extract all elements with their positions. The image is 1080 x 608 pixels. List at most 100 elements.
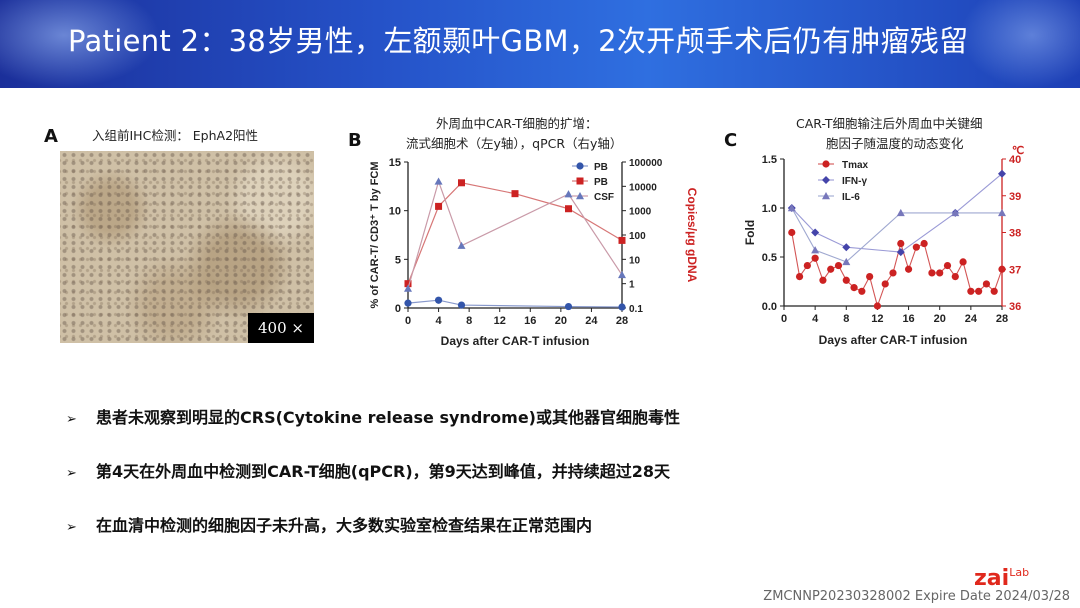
ihc-image: 400 × bbox=[60, 151, 314, 343]
y2-tick-label: 1000 bbox=[629, 207, 652, 218]
y2-axis-label: Copies/μg gDNA bbox=[685, 188, 699, 283]
series-line bbox=[791, 207, 1002, 263]
data-point bbox=[897, 239, 905, 248]
series-line bbox=[791, 173, 1003, 253]
data-point bbox=[618, 236, 626, 244]
data-point bbox=[920, 239, 928, 248]
legend-label: PB bbox=[594, 177, 608, 188]
x-tick-label: 12 bbox=[871, 313, 883, 325]
data-point bbox=[881, 280, 889, 288]
data-point bbox=[951, 208, 960, 217]
data-point bbox=[896, 248, 905, 257]
y2-tick-label: 37 bbox=[1009, 264, 1021, 276]
data-point bbox=[564, 190, 573, 198]
data-point bbox=[811, 228, 820, 237]
panel-a-letter: A bbox=[44, 126, 58, 147]
panel-b-caption-1: 外周血中CAR-T细胞的扩增： bbox=[436, 116, 598, 131]
data-point bbox=[858, 287, 866, 295]
panel-a-label: 入组前IHC检测： EphA2阳性 bbox=[92, 128, 259, 143]
x-tick-label: 8 bbox=[466, 315, 472, 327]
legend-marker bbox=[576, 162, 584, 170]
data-point bbox=[998, 265, 1006, 273]
bullet-item: ➢ 患者未观察到明显的CRS(Cytokine release syndrome)… bbox=[66, 404, 680, 428]
x-tick-label: 4 bbox=[812, 313, 819, 325]
panel-b-caption-2: 流式细胞术（左y轴），qPCR（右y轴） bbox=[406, 136, 623, 151]
series-line bbox=[407, 179, 623, 289]
legend-marker bbox=[822, 160, 830, 168]
data-point bbox=[975, 287, 983, 295]
data-point bbox=[943, 261, 952, 270]
x-tick-label: 0 bbox=[781, 313, 787, 325]
y2-tick-label: 10 bbox=[629, 255, 641, 266]
data-point bbox=[618, 303, 626, 311]
y2-tick-label: 100 bbox=[629, 231, 646, 242]
series-line bbox=[407, 182, 623, 284]
x-tick-label: 0 bbox=[405, 315, 411, 327]
legend-marker bbox=[576, 192, 584, 200]
y2-axis-label: ℃ bbox=[1012, 145, 1024, 157]
y-tick-label: 10 bbox=[389, 206, 401, 218]
x-axis-label: Days after CAR-T infusion bbox=[441, 334, 590, 348]
data-point bbox=[458, 179, 465, 187]
y2-tick-label: 100000 bbox=[629, 158, 663, 169]
panel-b-letter: B bbox=[348, 130, 362, 151]
footer-code: ZMCNNP20230328002 Expire Date 2024/03/28 bbox=[763, 589, 1070, 604]
data-point bbox=[803, 261, 811, 270]
y2-tick-label: 39 bbox=[1009, 191, 1021, 203]
bullet-text: 第4天在外周血中检测到CAR-T细胞(qPCR)，第9天达到峰值，并持续超过28… bbox=[96, 462, 671, 481]
data-point bbox=[889, 269, 897, 277]
panel-c-caption-2: 胞因子随温度的动态变化 bbox=[826, 136, 964, 151]
y-tick-label: 1.5 bbox=[762, 154, 777, 166]
x-tick-label: 12 bbox=[494, 315, 506, 327]
y-tick-label: 5 bbox=[395, 254, 401, 266]
data-point bbox=[842, 257, 851, 266]
y-tick-label: 0.0 bbox=[762, 301, 777, 313]
data-point bbox=[795, 273, 804, 281]
chart-c: 0 4 8 12 16 20 24 28 0.0 0.5 1.0 1.5 36 37 38 39 40℃ Days… bbox=[743, 145, 1024, 347]
data-point bbox=[457, 301, 466, 309]
arrow-icon: ➢ bbox=[66, 466, 77, 481]
y2-tick-label: 38 bbox=[1009, 228, 1021, 240]
data-point bbox=[434, 177, 443, 185]
y-tick-label: 15 bbox=[389, 157, 401, 169]
data-point bbox=[834, 261, 843, 270]
y2-tick-label: 10000 bbox=[629, 182, 657, 193]
x-tick-label: 8 bbox=[843, 313, 849, 325]
bullet-text: 患者未观察到明显的CRS(Cytokine release syndrome)或… bbox=[96, 408, 680, 427]
data-point bbox=[904, 265, 913, 273]
zai-lab-logo: zaiLab bbox=[974, 566, 1030, 591]
legend-marker bbox=[822, 176, 830, 184]
magnification-label: 400 × bbox=[248, 313, 314, 343]
data-point bbox=[404, 284, 412, 292]
data-point bbox=[982, 280, 991, 288]
data-point bbox=[404, 280, 412, 288]
data-point bbox=[842, 276, 850, 284]
x-tick-label: 24 bbox=[585, 315, 598, 327]
arrow-icon: ➢ bbox=[66, 412, 77, 427]
series-line bbox=[791, 232, 1003, 308]
data-point bbox=[998, 208, 1006, 217]
face-graphic bbox=[960, 0, 1080, 88]
y-tick-label: 0 bbox=[395, 303, 401, 315]
legend-label: Tmax bbox=[842, 160, 869, 171]
data-point bbox=[998, 169, 1006, 178]
bullet-item: ➢ 第4天在外周血中检测到CAR-T细胞(qPCR)，第9天达到峰值，并持续超过2… bbox=[66, 458, 670, 482]
y-axis-label: Fold bbox=[743, 220, 757, 245]
arrow-icon: ➢ bbox=[66, 520, 77, 535]
data-point bbox=[896, 208, 905, 217]
y-axis-label: % of CAR-T/ CD3⁺ T by FCM bbox=[369, 162, 381, 309]
bullet-item: ➢ 在血清中检测的细胞因子未升高，大多数实验室检查结果在正常范围内 bbox=[66, 512, 592, 536]
data-point bbox=[811, 254, 819, 262]
x-tick-label: 16 bbox=[524, 315, 536, 327]
data-point bbox=[404, 299, 412, 307]
header-banner: Patient 2：38岁男性，左额颞叶GBM，2次开颅手术后仍有肿瘤残留 bbox=[0, 0, 1080, 88]
data-point bbox=[511, 190, 519, 198]
y2-tick-label: 0.1 bbox=[629, 304, 643, 315]
data-point bbox=[434, 296, 443, 304]
data-point bbox=[936, 269, 944, 277]
data-point bbox=[990, 287, 998, 295]
data-point bbox=[866, 273, 874, 281]
legend-label: PB bbox=[594, 162, 608, 173]
y2-tick-label: 36 bbox=[1009, 301, 1021, 313]
panel-c-letter: C bbox=[724, 130, 738, 151]
